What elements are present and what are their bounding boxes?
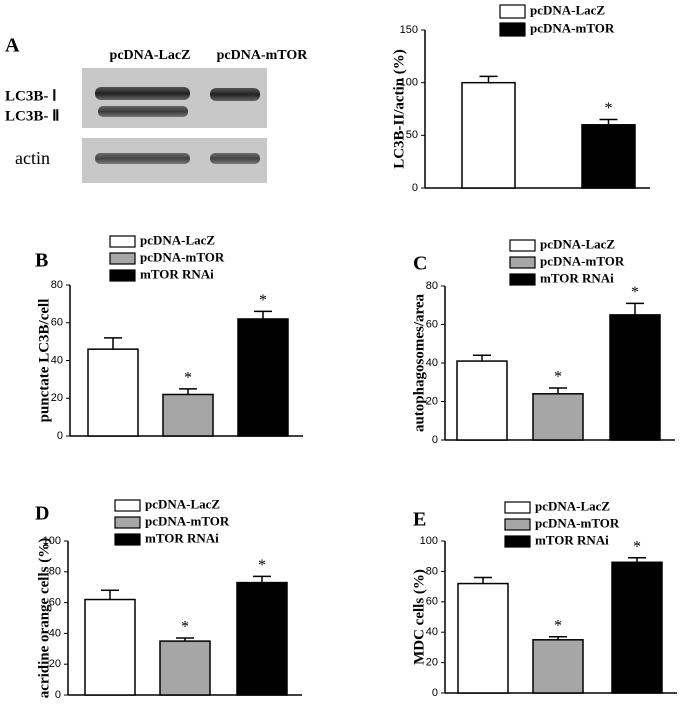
y-tick-label: 40 (49, 627, 61, 639)
bar (162, 393, 214, 437)
blot-row: LC3B- Ⅰ (5, 88, 57, 104)
legend-label: mTOR RNAi (535, 532, 609, 547)
legend-swatch (109, 269, 136, 282)
y-tick-label: 50 (406, 129, 418, 141)
bar (84, 598, 136, 696)
y-tick-label: 40 (426, 357, 438, 369)
y-tick-label: 40 (426, 626, 438, 638)
y-tick-label: 0 (57, 430, 63, 442)
significance-mark: * (259, 292, 267, 309)
blot-row: LC3B- Ⅱ (5, 108, 59, 124)
y-tick-label: 0 (55, 689, 61, 701)
blot-row: actin (15, 148, 50, 168)
legend-swatch (499, 4, 526, 19)
legend-label: pcDNA-mTOR (530, 20, 615, 35)
y-tick-label: 40 (51, 354, 63, 366)
significance-mark: * (633, 538, 641, 555)
y-axis-label: punctate LC3B/cell (36, 299, 52, 423)
y-tick-label: 60 (426, 596, 438, 608)
significance-mark: * (554, 369, 562, 386)
legend-label: mTOR RNAi (145, 530, 219, 545)
legend-label: pcDNA-LacZ (540, 236, 615, 251)
y-tick-label: 100 (400, 77, 418, 89)
legend-label: mTOR RNAi (540, 270, 614, 285)
legend-swatch (504, 518, 531, 531)
y-tick-label: 80 (426, 565, 438, 577)
y-tick-label: 0 (412, 182, 418, 194)
y-tick-label: 60 (51, 317, 63, 329)
bar (611, 561, 663, 694)
panel-label: B (35, 250, 48, 272)
y-tick-label: 20 (426, 395, 438, 407)
significance-mark: * (631, 284, 639, 301)
legend-swatch (509, 239, 536, 252)
y-tick-label: 0 (432, 687, 438, 699)
bar (457, 582, 509, 694)
legend-swatch (109, 235, 136, 248)
legend-swatch (109, 252, 136, 265)
significance-mark: * (605, 100, 613, 117)
bar (237, 318, 289, 437)
y-axis-label: autophagosomes/area (411, 293, 427, 432)
y-tick-label: 150 (400, 24, 418, 36)
legend-label: pcDNA-LacZ (530, 2, 605, 17)
significance-mark: * (181, 619, 189, 636)
legend-swatch (114, 499, 141, 512)
y-tick-label: 60 (49, 597, 61, 609)
legend-label: mTOR RNAi (140, 266, 214, 281)
bar (236, 581, 288, 696)
legend-label: pcDNA-LacZ (145, 496, 220, 511)
legend-label: pcDNA-LacZ (535, 498, 610, 513)
y-tick-label: 80 (51, 279, 63, 291)
legend-swatch (504, 501, 531, 514)
panel-label: E (413, 509, 426, 531)
bar (461, 81, 516, 189)
y-axis-label: MDC cells (%) (411, 569, 427, 665)
legend-swatch (509, 256, 536, 269)
panel-label: C (413, 253, 427, 275)
y-tick-label: 60 (426, 318, 438, 330)
legend-label: pcDNA-mTOR (535, 515, 620, 530)
legend-label: pcDNA-LacZ (140, 232, 215, 247)
legend-label: pcDNA-mTOR (540, 253, 625, 268)
panel-label: A (5, 35, 20, 57)
blot-column: pcDNA-LacZ (110, 48, 191, 63)
legend-label: pcDNA-mTOR (145, 513, 230, 528)
bar (532, 639, 584, 694)
y-tick-label: 100 (420, 535, 438, 547)
legend-swatch (114, 516, 141, 529)
y-tick-label: 0 (432, 434, 438, 446)
legend-swatch (509, 273, 536, 286)
significance-mark: * (184, 369, 192, 386)
significance-mark: * (554, 617, 562, 634)
y-tick-label: 80 (49, 566, 61, 578)
y-axis-label: acridine orange cells (%) (36, 538, 52, 698)
bar (532, 393, 584, 441)
y-tick-label: 20 (49, 658, 61, 670)
bar (87, 348, 139, 437)
bar (581, 124, 636, 189)
blot-image (82, 68, 267, 183)
y-tick-label: 80 (426, 280, 438, 292)
bar (609, 314, 661, 441)
bar (456, 360, 508, 441)
legend-swatch (114, 533, 141, 546)
blot-column: pcDNA-mTOR (217, 48, 309, 63)
legend-swatch (499, 22, 526, 37)
panel-label: D (35, 503, 49, 525)
legend-label: pcDNA-mTOR (140, 249, 225, 264)
bar (159, 640, 211, 696)
legend-swatch (504, 535, 531, 548)
y-tick-label: 20 (51, 392, 63, 404)
y-axis-label: LC3B-II/actin (%) (391, 49, 407, 169)
y-tick-label: 100 (43, 535, 61, 547)
significance-mark: * (258, 557, 266, 574)
y-tick-label: 20 (426, 657, 438, 669)
